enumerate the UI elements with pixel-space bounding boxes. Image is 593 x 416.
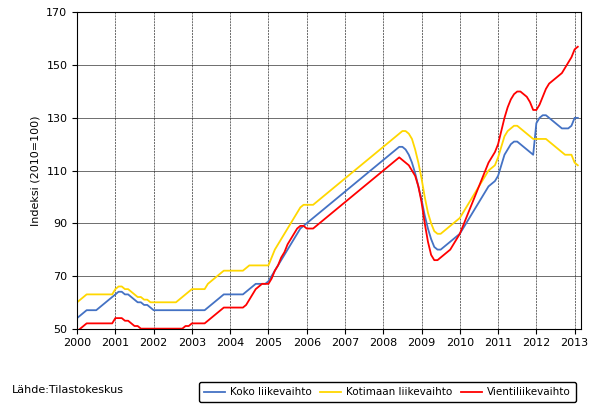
Koko liikevaihto: [536, 115, 543, 120]
Vientiliikevaihto: [536, 102, 543, 107]
Kotimaan liikevaihto: [125, 287, 132, 292]
Koko liikevaihto: [539, 113, 546, 118]
Line: Kotimaan liikevaihto: Kotimaan liikevaihto: [77, 126, 578, 302]
Vientiliikevaihto: [125, 318, 132, 323]
Koko liikevaihto: [418, 197, 425, 202]
Kotimaan liikevaihto: [74, 300, 81, 305]
Line: Vientiliikevaihto: Vientiliikevaihto: [77, 47, 578, 331]
Koko liikevaihto: [125, 292, 132, 297]
Kotimaan liikevaihto: [511, 123, 518, 128]
Y-axis label: Indeksi (2010=100): Indeksi (2010=100): [31, 115, 41, 226]
Vientiliikevaihto: [345, 197, 352, 202]
Koko liikevaihto: [345, 186, 352, 191]
Kotimaan liikevaihto: [256, 263, 263, 268]
Kotimaan liikevaihto: [160, 300, 167, 305]
Kotimaan liikevaihto: [345, 173, 352, 178]
Vientiliikevaihto: [418, 200, 425, 205]
Vientiliikevaihto: [160, 326, 167, 331]
Koko liikevaihto: [256, 281, 263, 286]
Vientiliikevaihto: [74, 329, 81, 334]
Vientiliikevaihto: [256, 284, 263, 289]
Kotimaan liikevaihto: [539, 136, 546, 141]
Koko liikevaihto: [74, 316, 81, 321]
Legend: Koko liikevaihto, Kotimaan liikevaihto, Vientiliikevaihto: Koko liikevaihto, Kotimaan liikevaihto, …: [199, 382, 576, 402]
Kotimaan liikevaihto: [418, 176, 425, 181]
Text: Lähde:Tilastokeskus: Lähde:Tilastokeskus: [12, 385, 124, 395]
Line: Koko liikevaihto: Koko liikevaihto: [77, 115, 578, 318]
Koko liikevaihto: [574, 115, 581, 120]
Vientiliikevaihto: [574, 44, 581, 49]
Koko liikevaihto: [160, 308, 167, 313]
Kotimaan liikevaihto: [574, 163, 581, 168]
